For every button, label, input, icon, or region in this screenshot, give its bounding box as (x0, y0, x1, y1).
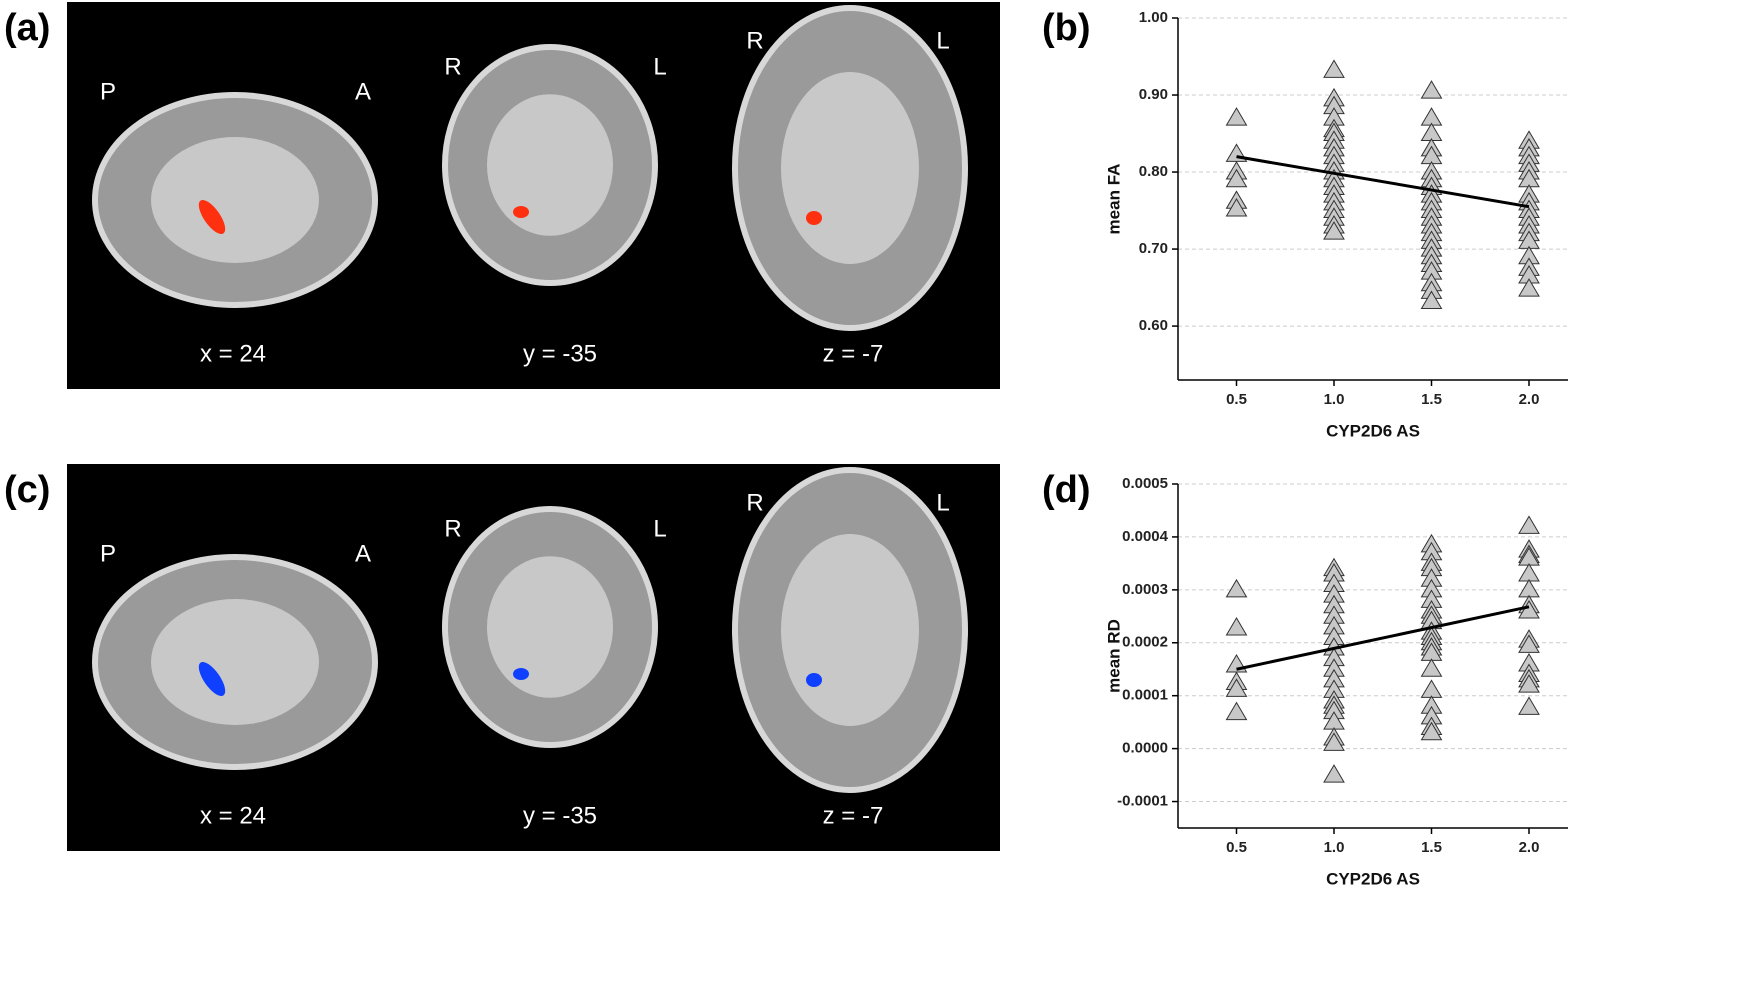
x-axis-label: CYP2D6 AS (1326, 421, 1420, 440)
activation-blob (198, 661, 226, 697)
orientation-right: A (355, 78, 371, 105)
y-tick-label: 0.0005 (1122, 475, 1168, 492)
data-point (1323, 59, 1345, 78)
brain-inner (487, 94, 613, 236)
data-point (1420, 658, 1443, 677)
data-point (1225, 701, 1248, 721)
x-tick-label: 1.0 (1324, 391, 1345, 408)
y-axis-label: mean FA (1104, 164, 1123, 235)
y-tick-label: 0.70 (1139, 240, 1168, 257)
data-point (1420, 679, 1443, 698)
fit-line (1236, 155, 1530, 209)
y-tick-label: 0.0002 (1122, 634, 1168, 651)
slice-caption: y = -35 (523, 802, 597, 829)
brain-inner (487, 556, 613, 698)
y-axis-label: mean RD (1104, 619, 1123, 693)
data-point (1518, 600, 1540, 619)
orientation-left: R (746, 489, 763, 516)
brain-inner (781, 72, 919, 264)
data-point (1225, 198, 1248, 217)
orientation-right: L (936, 489, 949, 516)
data-point (1225, 678, 1248, 697)
orientation-left: P (100, 78, 116, 105)
orientation-right: A (355, 540, 371, 567)
x-tick-label: 2.0 (1519, 391, 1540, 408)
data-point (1420, 80, 1443, 99)
y-tick-label: 0.80 (1139, 163, 1168, 180)
orientation-left: R (444, 515, 461, 542)
x-axis-label: CYP2D6 AS (1326, 869, 1420, 888)
data-point (1225, 616, 1248, 636)
orientation-left: P (100, 540, 116, 567)
x-tick-label: 1.5 (1421, 839, 1442, 856)
data-point (1518, 515, 1540, 534)
activation-blob (198, 199, 226, 235)
y-tick-label: -0.0001 (1117, 793, 1168, 810)
data-point (1225, 168, 1248, 188)
activation-blob (513, 668, 529, 680)
data-point (1518, 674, 1540, 693)
data-point (1225, 654, 1248, 673)
x-tick-label: 2.0 (1519, 839, 1540, 856)
y-tick-label: 0.0001 (1122, 687, 1168, 704)
data-point (1518, 634, 1540, 653)
data-point (1225, 578, 1248, 598)
slice-caption: x = 24 (200, 340, 266, 367)
x-tick-label: 0.5 (1226, 839, 1247, 856)
data-point (1323, 764, 1345, 783)
orientation-right: L (936, 27, 949, 54)
data-point (1518, 696, 1540, 715)
orientation-right: L (653, 53, 666, 80)
x-tick-label: 0.5 (1226, 391, 1247, 408)
activation-blob (513, 206, 529, 218)
orientation-left: R (746, 27, 763, 54)
y-tick-label: 0.0003 (1122, 581, 1168, 598)
orientation-left: R (444, 53, 461, 80)
activation-blob (806, 673, 822, 687)
panel-label: (b) (1042, 7, 1091, 49)
data-point (1323, 221, 1345, 240)
panel-label: (a) (4, 7, 50, 49)
panel-label: (d) (1042, 469, 1091, 511)
y-tick-label: 0.0000 (1122, 740, 1168, 757)
brain-inner (781, 534, 919, 726)
y-tick-label: 1.00 (1139, 9, 1168, 26)
data-point (1518, 278, 1540, 297)
y-tick-label: 0.60 (1139, 317, 1168, 334)
y-tick-label: 0.90 (1139, 86, 1168, 103)
panel-label: (c) (4, 469, 50, 511)
y-tick-label: 0.0004 (1122, 528, 1169, 545)
orientation-right: L (653, 515, 666, 542)
activation-blob (806, 211, 822, 225)
slice-caption: y = -35 (523, 340, 597, 367)
data-point (1225, 107, 1248, 126)
data-point (1420, 290, 1443, 309)
brain-inner (151, 137, 319, 263)
slice-caption: z = -7 (823, 340, 884, 367)
data-point (1323, 732, 1345, 751)
x-tick-label: 1.5 (1421, 391, 1442, 408)
data-point (1518, 578, 1540, 598)
data-point (1420, 721, 1443, 741)
slice-caption: x = 24 (200, 802, 266, 829)
fit-line (1236, 605, 1530, 671)
brain-inner (151, 599, 319, 725)
slice-caption: z = -7 (823, 802, 884, 829)
x-tick-label: 1.0 (1324, 839, 1345, 856)
data-point (1518, 562, 1540, 582)
